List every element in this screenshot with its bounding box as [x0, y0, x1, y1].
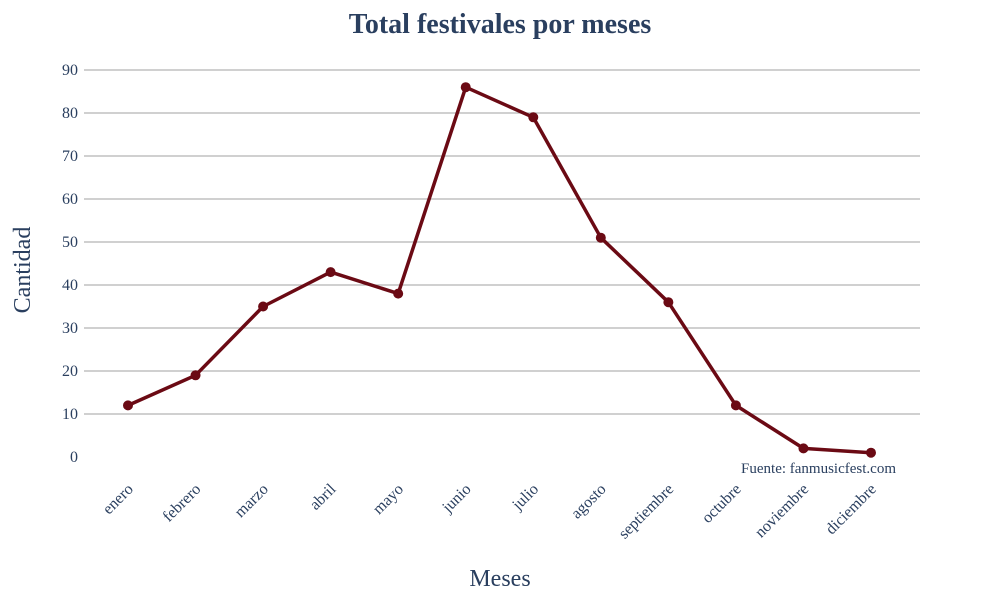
- x-tick-label: julio: [509, 481, 542, 514]
- data-point: [123, 400, 133, 411]
- y-tick-label: 80: [62, 105, 78, 122]
- data-point: [258, 301, 269, 312]
- x-tick-label: enero: [100, 481, 137, 518]
- x-tick-label: febrero: [160, 481, 205, 526]
- x-tick-label: agosto: [568, 481, 610, 523]
- data-point: [325, 267, 336, 278]
- y-tick-label: 90: [62, 62, 78, 79]
- x-tick-label: abril: [307, 480, 340, 513]
- series-group: [123, 82, 876, 458]
- chart-title: Total festivales por meses: [349, 9, 652, 40]
- y-axis-title: Cantidad: [10, 227, 36, 314]
- data-point: [460, 82, 471, 93]
- data-point: [730, 400, 741, 411]
- data-point: [866, 447, 876, 458]
- series-line: [126, 85, 873, 455]
- x-tick-label: noviembre: [752, 481, 812, 541]
- y-tick-label: 60: [62, 191, 78, 208]
- data-point: [663, 297, 674, 308]
- y-tick-labels: 0 10 20 30 40 50 60 70 80 90: [62, 62, 78, 466]
- y-tick-label: 20: [62, 363, 78, 380]
- y-tick-label: 0: [70, 449, 78, 466]
- y-tick-label: 10: [62, 406, 78, 423]
- data-point: [798, 443, 809, 454]
- x-axis-title: Meses: [469, 566, 530, 592]
- x-tick-label: junio: [439, 481, 475, 517]
- data-point: [595, 232, 606, 243]
- x-tick-label: octubre: [699, 481, 745, 527]
- gridlines: [84, 69, 920, 415]
- y-tick-label: 50: [62, 234, 78, 251]
- x-tick-label: diciembre: [823, 481, 880, 538]
- data-point: [190, 370, 201, 381]
- y-tick-label: 40: [62, 277, 78, 294]
- y-tick-label: 30: [62, 320, 78, 337]
- y-tick-label: 70: [62, 148, 78, 165]
- data-point: [393, 288, 404, 299]
- data-point: [528, 112, 539, 123]
- x-tick-label: septiembre: [616, 481, 678, 543]
- x-tick-label: marzo: [232, 481, 272, 521]
- x-tick-labels: enero febrero marzo abril mayo junio julio agos…: [100, 480, 880, 542]
- source-annotation: Fuente: fanmusicfest.com: [741, 461, 896, 477]
- x-tick-label: mayo: [370, 481, 407, 518]
